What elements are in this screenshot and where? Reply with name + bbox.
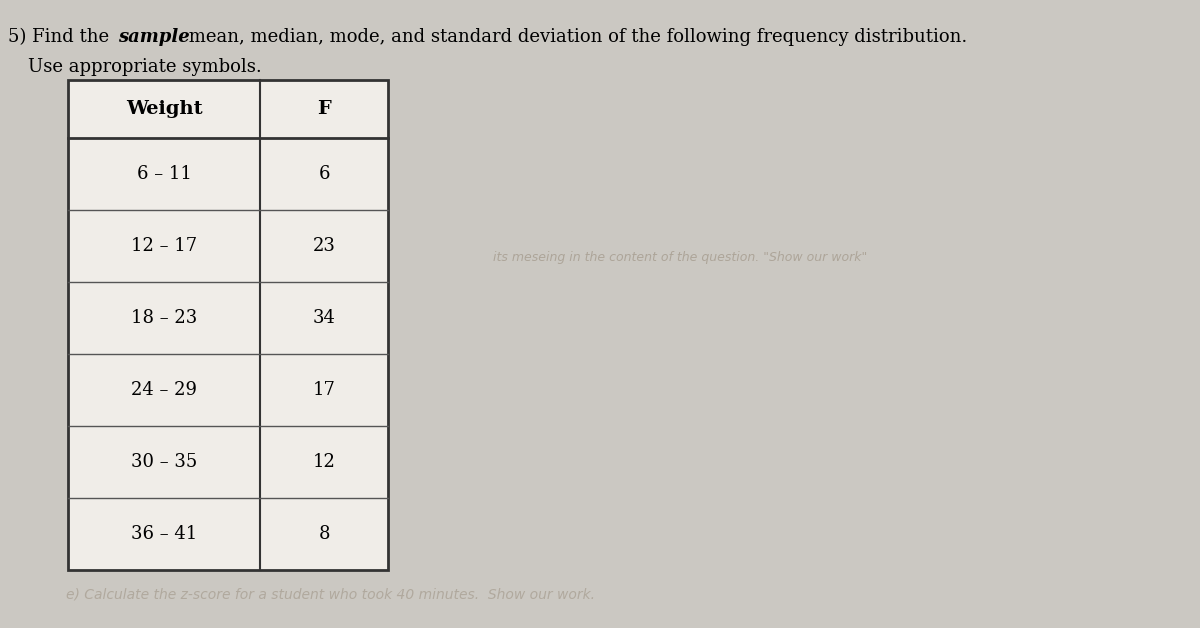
Text: 8: 8: [318, 525, 330, 543]
Text: mean, median, mode, and standard deviation of the following frequency distributi: mean, median, mode, and standard deviati…: [182, 28, 967, 46]
Text: 17: 17: [312, 381, 336, 399]
Text: 6 – 11: 6 – 11: [137, 165, 192, 183]
Text: e) Calculate the z-score for a student who took 40 minutes.  Show our work.: e) Calculate the z-score for a student w…: [66, 588, 594, 602]
Text: F: F: [317, 100, 331, 118]
Text: 30 – 35: 30 – 35: [131, 453, 197, 471]
Text: 36 – 41: 36 – 41: [131, 525, 197, 543]
Bar: [68, 80, 388, 570]
Text: 5) Find the: 5) Find the: [8, 28, 115, 46]
Text: 18 – 23: 18 – 23: [131, 309, 197, 327]
Text: sample: sample: [118, 28, 190, 46]
Text: Use appropriate symbols.: Use appropriate symbols.: [28, 58, 262, 76]
Text: 12 – 17: 12 – 17: [131, 237, 197, 255]
Text: Weight: Weight: [126, 100, 203, 118]
Text: 23: 23: [312, 237, 336, 255]
Bar: [68, 80, 388, 570]
Text: 12: 12: [312, 453, 336, 471]
Text: 6: 6: [318, 165, 330, 183]
Text: its meseing in the content of the question. "Show our work": its meseing in the content of the questi…: [493, 251, 868, 264]
Text: 24 – 29: 24 – 29: [131, 381, 197, 399]
Text: 34: 34: [312, 309, 336, 327]
